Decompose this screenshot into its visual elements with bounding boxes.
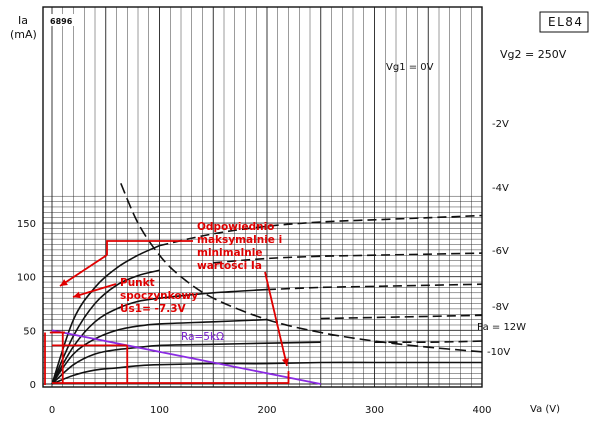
- note2-line-2: Us1= -7.3V: [120, 303, 186, 315]
- x-tick-label: 0: [49, 405, 55, 416]
- plate-curve-dashed: [266, 283, 482, 291]
- plate-curve-dashed: [159, 214, 482, 247]
- note2-line-0: Punkt: [120, 277, 155, 289]
- y-axis-label-unit: (mA): [10, 28, 37, 41]
- tube-box: [539, 11, 589, 33]
- note1-line-2: minimalnie: [197, 247, 262, 259]
- series-label-0: Vg1 = 0V: [386, 62, 434, 73]
- x-tick-label: 300: [365, 405, 384, 416]
- load-line-label: Ra=5kΩ: [181, 331, 224, 343]
- labels: 6896 EL84 Ia (mA) Va (V) Vg2 = 250V Vg1 …: [10, 14, 584, 415]
- x-tick-label: 200: [257, 405, 276, 416]
- y-axis-label-top: Ia: [18, 14, 28, 27]
- series-label-4: -8V: [492, 302, 509, 313]
- plate-curve-solid: [51, 288, 268, 385]
- grid: [43, 7, 483, 387]
- note2-line-1: spoczynkowy: [120, 290, 198, 302]
- note1-line-0: Odpowiednio: [197, 221, 274, 233]
- plot-frame: 0 100 200 300 400 0 50 100 150: [17, 6, 589, 416]
- x-tick-label: 400: [472, 405, 491, 416]
- plate-curve-solid: [51, 318, 268, 385]
- y-tick-label: 0: [30, 380, 36, 391]
- arrow-to-op-shaft: [72, 283, 117, 298]
- series-label-1: -2V: [492, 119, 509, 130]
- note1-leader: [106, 240, 193, 255]
- plate-curve-dashed: [213, 252, 482, 264]
- arrow-to-op-head: [73, 291, 81, 299]
- series-label-2: -4V: [492, 183, 509, 194]
- vg2-label: Vg2 = 250V: [500, 48, 567, 61]
- series-label-5: -10V: [487, 347, 510, 358]
- plate-curve-solid: [51, 269, 160, 385]
- plate-curve-solid: [51, 244, 160, 385]
- power-curve: [120, 182, 482, 353]
- x-tick-label: 100: [150, 405, 169, 416]
- y-tick-label: 100: [17, 273, 36, 284]
- overlay: [44, 240, 321, 385]
- load-line: [51, 329, 321, 385]
- note1-line-3: wartości Ia: [197, 260, 262, 272]
- note1-line-1: maksymalnie i: [197, 234, 282, 246]
- arrow-to-max-shaft: [59, 254, 108, 287]
- tube-name: EL84: [548, 15, 584, 29]
- arrow-to-max-head: [60, 279, 68, 286]
- arrow-to-min-shaft: [264, 271, 288, 367]
- y-tick-label: 50: [23, 326, 36, 337]
- plate-curve-solid: [51, 361, 482, 385]
- sheet-id-box: [46, 14, 74, 26]
- x-axis-label: Va (V): [530, 404, 560, 415]
- series-label-3: -6V: [492, 246, 509, 257]
- power-curve-label: Pa = 12W: [477, 322, 526, 333]
- arrow-to-min-head: [281, 358, 289, 366]
- y-tick-label: 150: [17, 219, 36, 230]
- sheet-id: 6896: [50, 17, 73, 26]
- plot-border: [42, 6, 483, 388]
